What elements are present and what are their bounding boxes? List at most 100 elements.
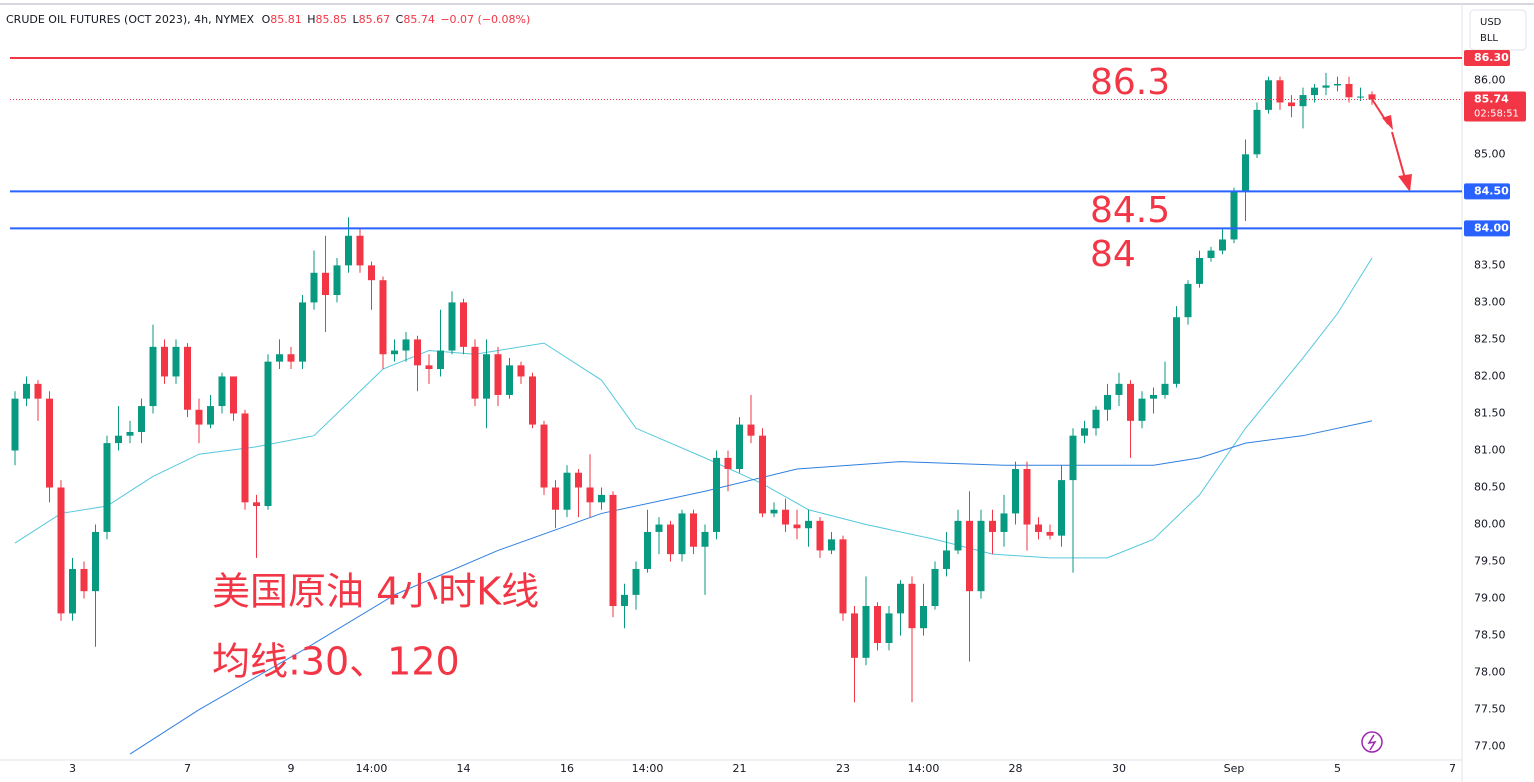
candle-body [1276,80,1284,103]
y-tick-label: 77.00 [1474,740,1506,753]
y-tick-label: 80.00 [1474,518,1506,531]
x-tick-label: 14:00 [632,762,664,775]
header-l: L [353,13,360,26]
candle-body [23,383,30,399]
x-tick-label: 23 [836,762,850,775]
candle-body [207,406,214,425]
candle-body [816,520,824,551]
candle-body [943,550,950,569]
header-h: H [307,13,315,26]
candle-body [920,605,927,629]
level-tag [1464,220,1510,237]
currency: USD [1480,17,1502,28]
candle-body [690,513,697,547]
candle-body [793,524,801,529]
candle-body [1334,83,1341,86]
candle-body [575,472,582,488]
candle-body [1000,513,1008,532]
candle-body [529,376,536,425]
x-tick-label: 5 [1334,762,1341,775]
candle-body [897,583,904,614]
candle-body [713,457,720,532]
current-price-tag [1464,91,1526,122]
header-low: 85.67 [359,13,391,26]
annotation: 均线:30、120 [212,640,460,684]
candle-body [126,431,134,436]
candle-body [678,513,686,555]
candle-body [1299,95,1307,107]
header-title: CRUDE OIL FUTURES (OCT 2023), 4h, NYMEX [6,13,255,26]
candle-body [230,376,237,414]
candle-body [494,354,502,395]
candle-body [586,487,594,503]
x-tick-label: 14 [457,762,471,775]
candle-body [908,583,916,629]
candle-body [310,272,318,303]
candle-body [874,605,881,644]
header-c: C [396,13,404,26]
candle-body [1150,394,1157,399]
annotation: 86.3 [1090,62,1170,103]
candle-body [667,524,674,555]
candle-body [80,568,88,592]
level-tag-label: 86.30 [1474,51,1509,64]
y-tick-label: 79.00 [1474,592,1506,605]
moving-average [129,420,1373,755]
candle-body [460,302,467,347]
annotation: 84 [1090,234,1136,275]
y-tick-label: 85.00 [1474,147,1506,160]
candle-body [1058,480,1065,536]
lightning-icon[interactable] [1361,731,1383,753]
x-tick-label: 7 [184,762,191,775]
candle-body [1161,383,1169,395]
candle-body [391,350,398,355]
x-tick-label: 16 [560,762,574,775]
candle-body [989,520,996,532]
y-tick-label: 81.00 [1474,443,1506,456]
y-tick-label: 78.00 [1474,666,1506,679]
candle-body [701,531,709,547]
y-tick-label: 79.50 [1474,555,1506,568]
candle-body [1345,83,1353,98]
candle-body [57,487,65,614]
candle-body [1115,383,1123,395]
candle-body [782,509,789,525]
candle-body [1311,87,1318,96]
candle-body [1012,469,1019,514]
y-tick-label: 82.00 [1474,369,1506,382]
candle-body [851,613,858,658]
candle-body [1368,94,1376,100]
candle-body [828,539,835,551]
y-tick-label: 81.50 [1474,406,1506,419]
candle-body [379,280,387,355]
candle-body [161,346,168,377]
candle-body [621,594,628,606]
candle-body [448,302,456,351]
candle-body [345,235,352,266]
y-tick-label: 77.50 [1474,703,1506,716]
candle-body [437,350,444,370]
current-price-label: 85.74 [1474,93,1509,106]
candle-body [483,354,490,399]
header-high: 85.85 [316,13,348,26]
candle-body [1069,435,1077,481]
candle-body [322,272,329,295]
candle-body [1035,524,1042,532]
candle-body [506,365,513,395]
candle-body [1219,239,1226,251]
header-open: 85.81 [270,13,302,26]
candle-body [563,472,571,510]
candle-body [1230,191,1238,240]
drawn-arrow [1369,95,1412,192]
candle-body [598,494,605,503]
candle-body [172,346,180,377]
candle-body [1253,109,1261,155]
candle-body [954,520,962,551]
x-tick-label: 28 [1009,762,1023,775]
header: CRUDE OIL FUTURES (OCT 2023), 4h, NYMEX … [6,13,530,26]
currency-box[interactable] [1469,9,1527,51]
x-tick-label: 14:00 [356,762,388,775]
x-tick-label: 21 [733,762,747,775]
candle-body [1046,531,1054,536]
